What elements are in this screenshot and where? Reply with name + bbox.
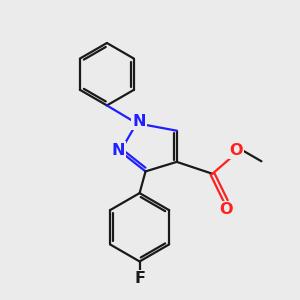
Text: F: F: [134, 271, 145, 286]
Text: N: N: [132, 114, 146, 129]
Text: O: O: [230, 142, 243, 158]
Text: O: O: [219, 202, 232, 217]
Text: N: N: [111, 142, 124, 158]
